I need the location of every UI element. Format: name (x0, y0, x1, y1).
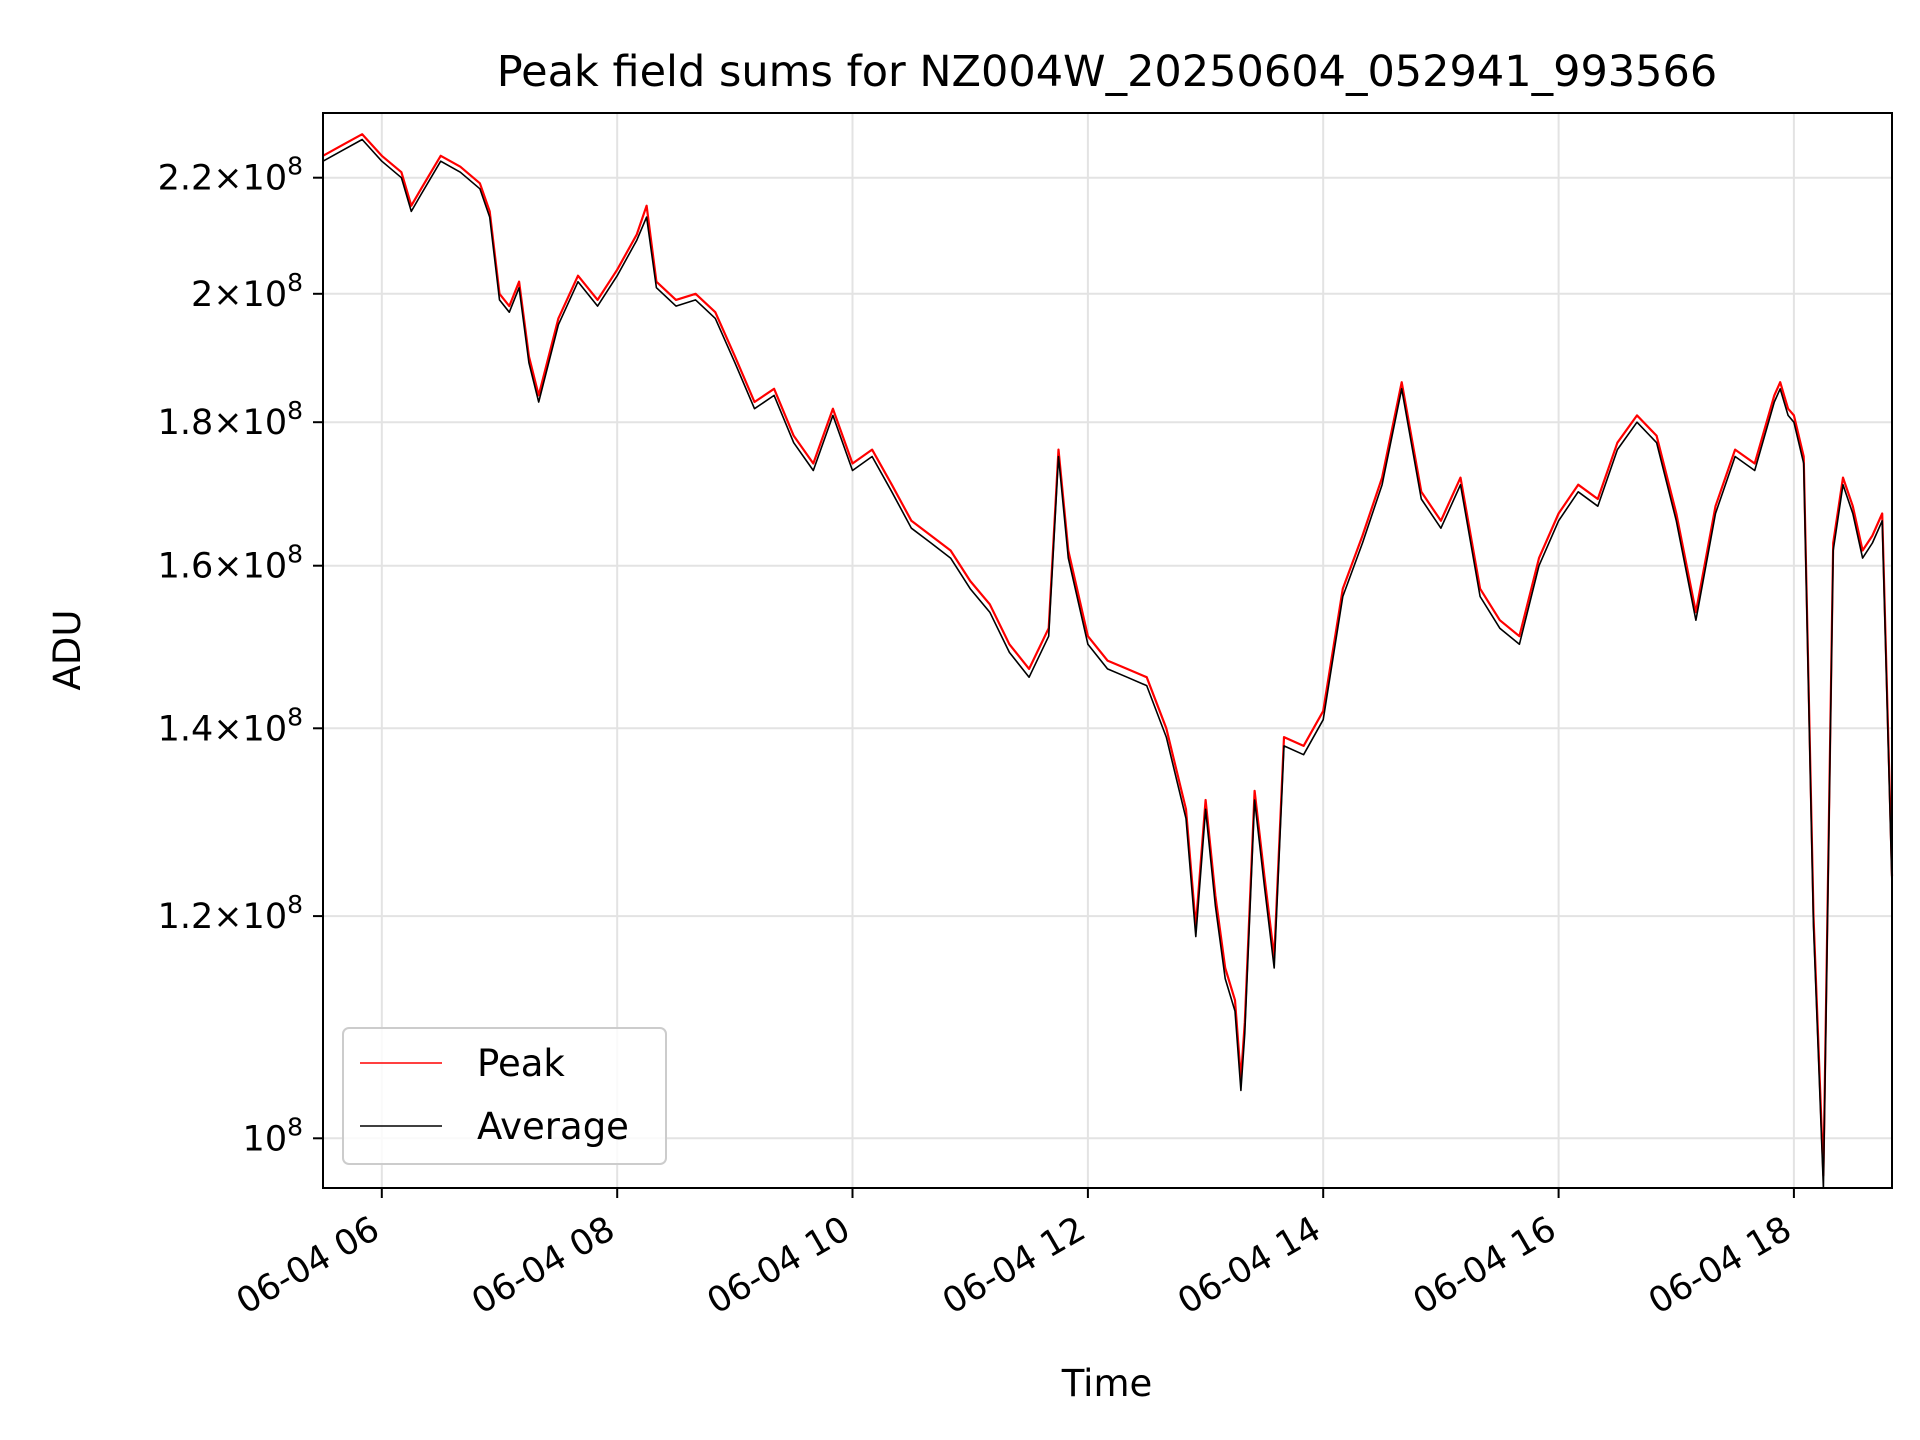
series-lines (322, 133, 1894, 1189)
series-line-average (322, 138, 1893, 1189)
legend: Peak Average (342, 1027, 667, 1165)
y-tick-label: 2.2×108 (158, 152, 303, 199)
plot-frame (322, 112, 1893, 1189)
y-tick-label: 1.4×108 (158, 702, 303, 749)
y-axis-label: ADU (46, 610, 89, 691)
legend-label-average: Average (477, 1105, 629, 1148)
y-tick-label: 1.6×108 (158, 540, 303, 587)
y-tick-label: 1.2×108 (158, 890, 303, 937)
series-line-peak (322, 133, 1894, 1177)
chart-title: Peak field sums for NZ004W_20250604_0529… (497, 47, 1718, 97)
y-tick-label: 2×108 (191, 268, 303, 315)
y-tick-label: 1.8×108 (158, 396, 303, 443)
legend-box (342, 1027, 667, 1165)
legend-label-peak: Peak (477, 1042, 565, 1085)
x-axis-label: Time (1061, 1362, 1153, 1405)
y-axis: 1081.2×1081.4×1081.6×1081.8×1082×1082.2×… (158, 152, 323, 1159)
